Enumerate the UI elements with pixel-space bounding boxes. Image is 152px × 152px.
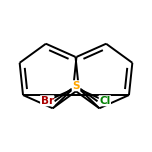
Text: S: S	[72, 81, 80, 91]
Text: Br: Br	[41, 96, 54, 106]
Text: Cl: Cl	[99, 96, 111, 106]
